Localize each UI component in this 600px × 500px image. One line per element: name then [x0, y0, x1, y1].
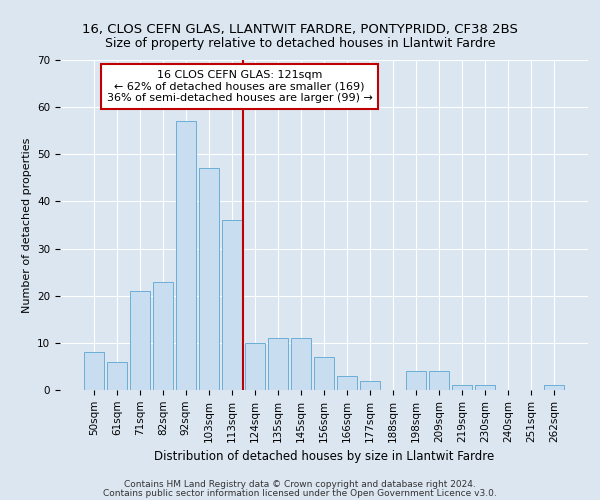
X-axis label: Distribution of detached houses by size in Llantwit Fardre: Distribution of detached houses by size … [154, 450, 494, 463]
Bar [245, 343, 265, 390]
Bar [130, 291, 149, 390]
Bar [544, 386, 564, 390]
Bar [222, 220, 242, 390]
Bar [268, 338, 288, 390]
Text: 16 CLOS CEFN GLAS: 121sqm
← 62% of detached houses are smaller (169)
36% of semi: 16 CLOS CEFN GLAS: 121sqm ← 62% of detac… [107, 70, 373, 103]
Bar [107, 362, 127, 390]
Text: 16, CLOS CEFN GLAS, LLANTWIT FARDRE, PONTYPRIDD, CF38 2BS: 16, CLOS CEFN GLAS, LLANTWIT FARDRE, PON… [82, 22, 518, 36]
Bar [475, 386, 495, 390]
Y-axis label: Number of detached properties: Number of detached properties [22, 138, 32, 312]
Bar [153, 282, 173, 390]
Bar [337, 376, 357, 390]
Bar [291, 338, 311, 390]
Bar [199, 168, 218, 390]
Bar [452, 386, 472, 390]
Text: Contains public sector information licensed under the Open Government Licence v3: Contains public sector information licen… [103, 488, 497, 498]
Bar [406, 371, 426, 390]
Bar [430, 371, 449, 390]
Text: Size of property relative to detached houses in Llantwit Fardre: Size of property relative to detached ho… [105, 36, 495, 50]
Bar [84, 352, 104, 390]
Bar [314, 357, 334, 390]
Bar [176, 122, 196, 390]
Bar [360, 380, 380, 390]
Text: Contains HM Land Registry data © Crown copyright and database right 2024.: Contains HM Land Registry data © Crown c… [124, 480, 476, 489]
